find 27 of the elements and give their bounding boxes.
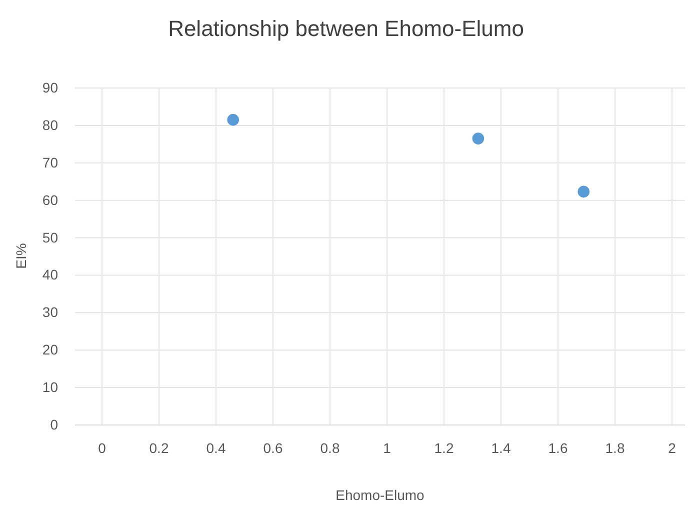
chart-title: Relationship between Ehomo-Elumo — [168, 16, 524, 41]
x-tick-label: 0.6 — [263, 440, 283, 456]
y-tick-label: 70 — [42, 154, 58, 170]
x-tick-label: 0.4 — [206, 440, 226, 456]
x-tick-label: 1.6 — [548, 440, 568, 456]
x-tick-label: 1.8 — [605, 440, 625, 456]
point — [578, 186, 590, 198]
y-tick-label: 50 — [42, 229, 58, 246]
y-tick-label: 20 — [42, 342, 58, 358]
x-tick-label: 1.2 — [434, 440, 454, 456]
y-tick-label: 80 — [42, 116, 58, 133]
x-tick-label: 1 — [383, 440, 392, 456]
x-tick-label: 1.4 — [491, 440, 511, 456]
point — [472, 132, 484, 144]
y-axis-title: EI% — [13, 243, 29, 269]
y-tick-label: 60 — [42, 192, 58, 208]
y-tick-label: 40 — [42, 266, 58, 283]
x-axis-title: Ehomo-Elumo — [336, 487, 425, 503]
point — [227, 114, 240, 126]
y-tick-label: 30 — [42, 304, 58, 320]
x-tick-label: 2 — [668, 440, 676, 456]
x-tick-label: 0.8 — [320, 440, 340, 456]
y-tick-label: 90 — [42, 79, 58, 96]
x-tick-label: 0 — [98, 440, 106, 456]
x-tick-label: 0.2 — [149, 440, 169, 456]
y-tick-label: 0 — [50, 416, 58, 432]
y-tick-label: 10 — [42, 379, 58, 396]
